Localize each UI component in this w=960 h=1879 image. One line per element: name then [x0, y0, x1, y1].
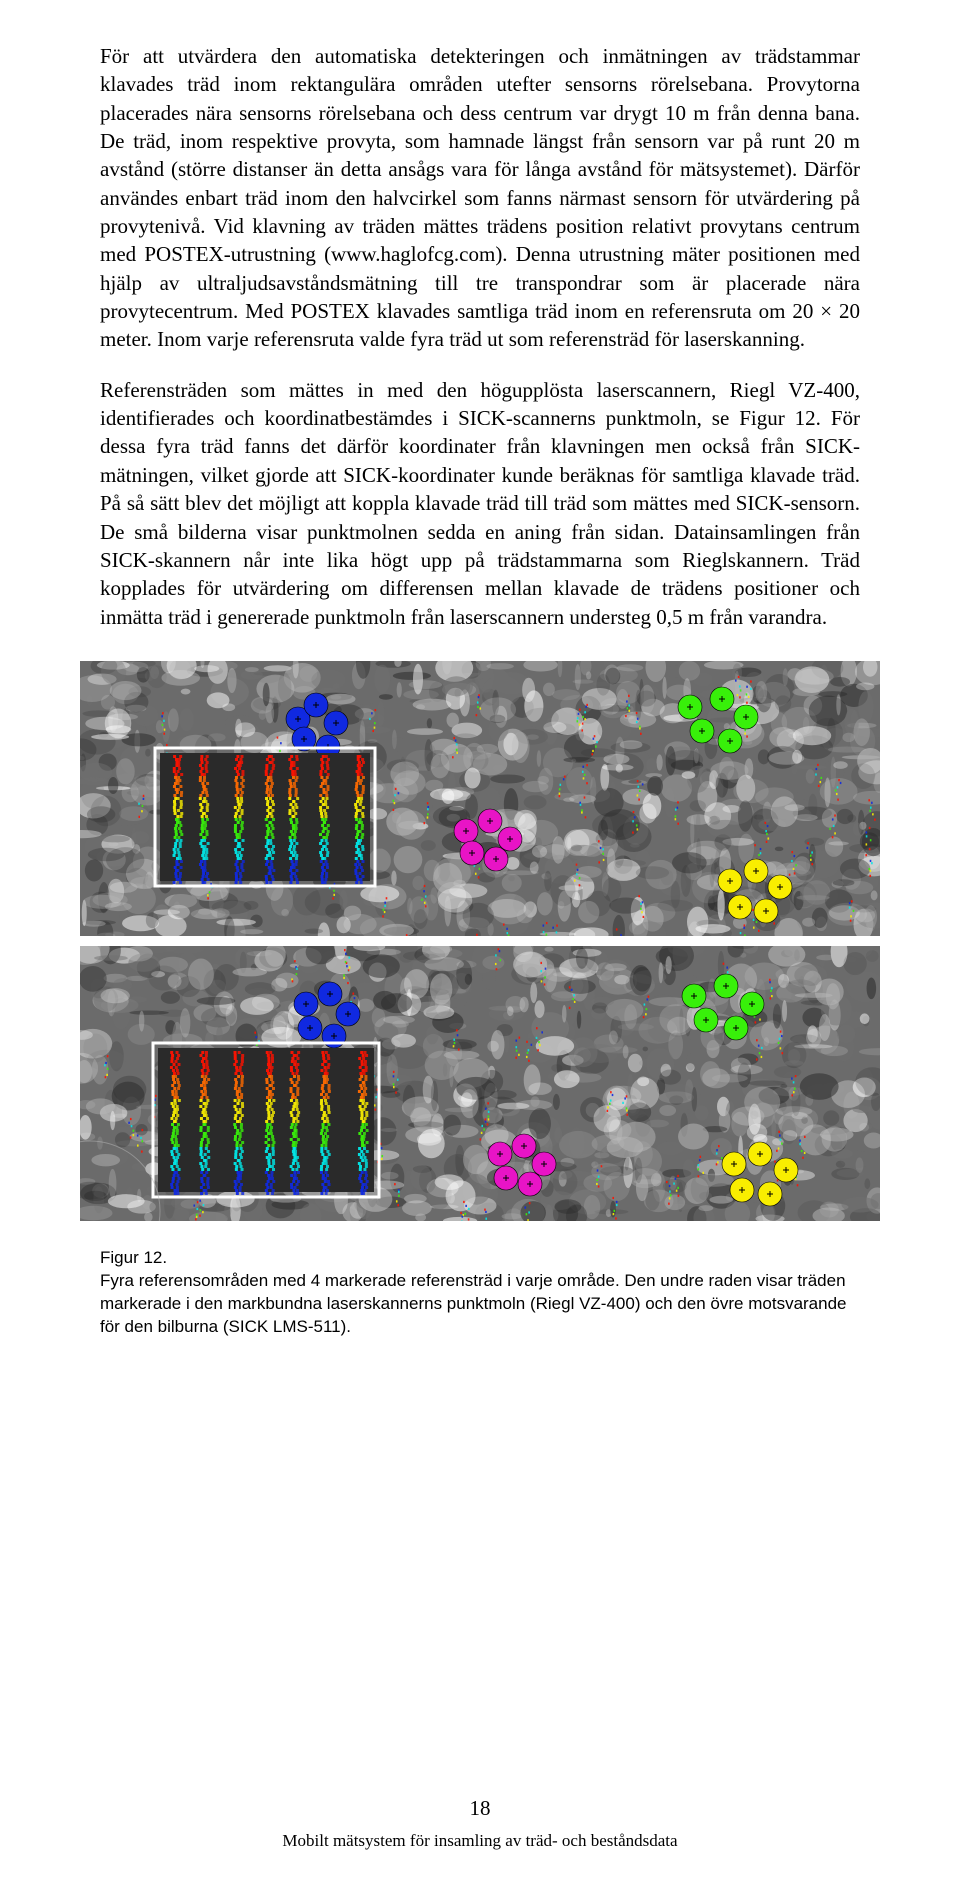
figure-caption-label: Figur 12.	[100, 1247, 860, 1270]
paragraph-2: Referensträden som mättes in med den hög…	[100, 376, 860, 631]
figure-svg	[80, 661, 880, 1221]
page-container: För att utvärdera den automatiska detekt…	[0, 0, 960, 1879]
footer-title: Mobilt mätsystem för insamling av träd- …	[0, 1831, 960, 1851]
figure-12	[80, 661, 880, 1221]
figure-caption-text: Fyra referensområden med 4 markerade ref…	[100, 1270, 860, 1339]
paragraph-1: För att utvärdera den automatiska detekt…	[100, 42, 860, 354]
page-number: 18	[0, 1796, 960, 1821]
